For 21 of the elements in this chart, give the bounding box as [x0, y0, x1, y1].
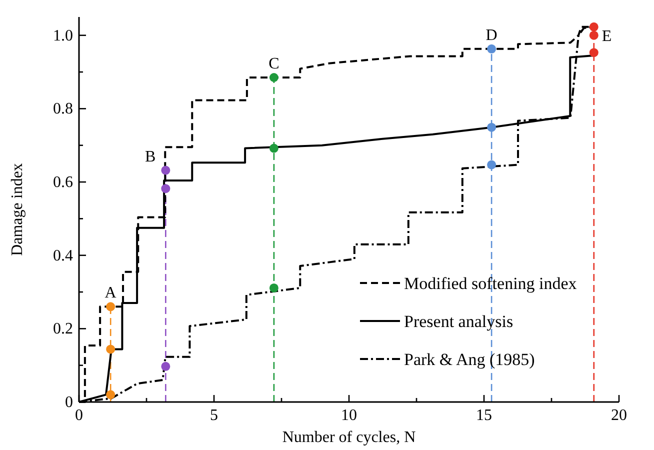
y-tick-label: 0.8: [53, 100, 73, 118]
y-axis-title: Damage index: [9, 163, 26, 256]
y-tick-label: 0.6: [53, 174, 73, 191]
ref-line-label: E: [602, 28, 612, 45]
ref-line-label: B: [145, 148, 156, 166]
legend-label: Present analysis: [404, 312, 514, 331]
y-tick-label: 0.4: [53, 247, 73, 264]
x-tick-label: 20: [611, 407, 627, 424]
ref-line-label: C: [268, 56, 280, 72]
text: 0: [65, 394, 73, 411]
legend-label: Modified softening index: [404, 274, 578, 293]
x-tick-label: 5: [210, 407, 218, 424]
x-tick-label: 15: [476, 407, 492, 424]
ref-line-label: A: [104, 284, 117, 302]
y-tick-label: 1.0: [53, 27, 73, 44]
x-tick-label: 10: [341, 407, 357, 424]
legend-label: Park & Ang (1985): [404, 350, 535, 369]
ref-line-label: D: [486, 26, 498, 44]
x-tick-label: 0: [75, 407, 83, 424]
y-tick-label: 0.2: [53, 320, 73, 338]
x-axis-title: Number of cycles, N: [282, 429, 416, 446]
